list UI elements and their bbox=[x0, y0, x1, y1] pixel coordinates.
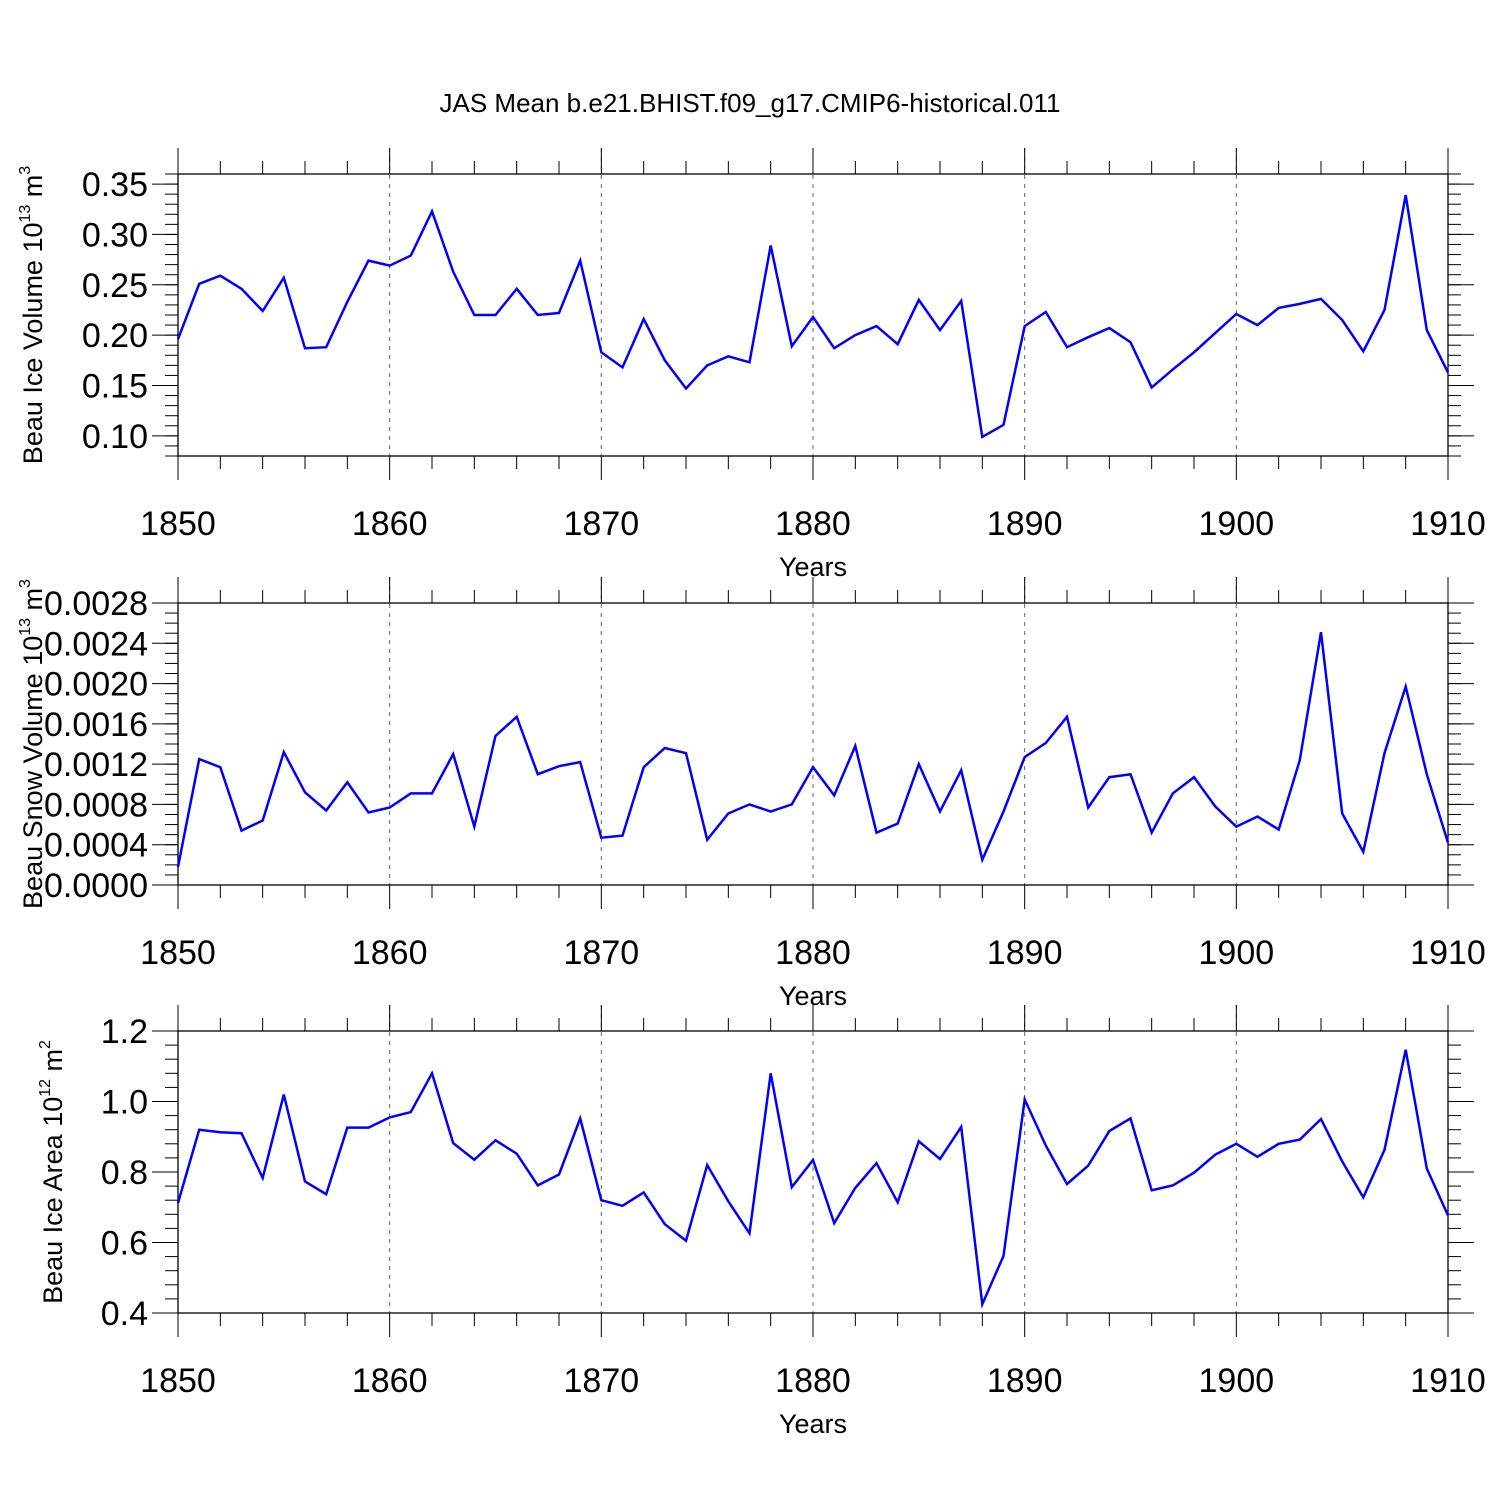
x-tick-label: 1910 bbox=[1410, 505, 1486, 543]
x-tick-label: 1870 bbox=[564, 505, 640, 543]
series-line bbox=[176, 1049, 1450, 1309]
y-tick-label: 0.4 bbox=[101, 1295, 148, 1333]
x-tick-label: 1890 bbox=[987, 1362, 1063, 1400]
y-tick-label: 0.15 bbox=[82, 368, 148, 406]
y-tick-label: 0.0016 bbox=[44, 706, 148, 744]
x-tick-label: 1860 bbox=[352, 934, 428, 972]
y-tick-label: 0.0028 bbox=[44, 585, 148, 623]
y-axis-title-exp: 12 bbox=[37, 1079, 54, 1097]
x-tick-label: 1860 bbox=[352, 1362, 428, 1400]
y-tick-label: 0.20 bbox=[82, 317, 148, 355]
y-axis-title-text: Beau Ice Volume 10 bbox=[18, 223, 48, 465]
x-tick-label: 1870 bbox=[564, 934, 640, 972]
x-tick-label: 1850 bbox=[140, 1362, 216, 1400]
plot-frame bbox=[177, 602, 1449, 886]
y-tick-label: 0.0004 bbox=[44, 827, 148, 865]
y-axis-title-unit-exp: 3 bbox=[17, 579, 34, 588]
y-axis-title-unit: m bbox=[18, 175, 48, 205]
x-tick-label: 1900 bbox=[1199, 1362, 1275, 1400]
y-axis-title-unit: m bbox=[38, 1049, 68, 1079]
y-tick-label: 0.0012 bbox=[44, 746, 148, 784]
x-tick-label: 1850 bbox=[140, 934, 216, 972]
y-tick-label: 0.30 bbox=[82, 216, 148, 254]
series-line bbox=[176, 631, 1450, 868]
y-axis-title-exp: 13 bbox=[17, 205, 34, 223]
y-axis-title-text: Beau Ice Area 10 bbox=[38, 1097, 68, 1304]
x-tick-label: 1880 bbox=[775, 1362, 851, 1400]
x-tick-label: 1890 bbox=[987, 505, 1063, 543]
panel-ice-area: 0.4 0.6 0.8 1.0 1.2 Beau Ice Area 1012 m2 18… bbox=[37, 1005, 1486, 1439]
y-tick-label: 0.10 bbox=[82, 418, 148, 456]
x-tick-label: 1880 bbox=[775, 934, 851, 972]
y-axis-title: Beau Ice Area 1012 m2 bbox=[37, 1040, 68, 1304]
x-tick-label: 1900 bbox=[1199, 505, 1275, 543]
x-tick-label: 1900 bbox=[1199, 934, 1275, 972]
y-tick-label: 0.6 bbox=[101, 1225, 148, 1263]
y-axis-title: Beau Ice Volume 1013 m3 bbox=[17, 166, 48, 464]
y-tick-label: 0.0000 bbox=[44, 867, 148, 905]
y-axis-title-unit-exp: 2 bbox=[37, 1040, 54, 1049]
y-tick-label: 0.25 bbox=[82, 267, 148, 305]
x-tick-label: 1910 bbox=[1410, 1362, 1486, 1400]
y-tick-label: 0.35 bbox=[82, 166, 148, 204]
x-axis-title: Years bbox=[779, 1409, 847, 1439]
y-tick-label: 0.0008 bbox=[44, 786, 148, 824]
chart-title: JAS Mean b.e21.BHIST.f09_g17.CMIP6-histo… bbox=[440, 88, 1061, 118]
y-axis-title-exp: 13 bbox=[17, 618, 34, 636]
y-axis-title-unit: m bbox=[18, 588, 48, 618]
x-tick-label: 1870 bbox=[564, 1362, 640, 1400]
y-axis-title: Beau Snow Volume 1013 m3 bbox=[17, 579, 48, 909]
x-tick-label: 1850 bbox=[140, 505, 216, 543]
y-tick-label: 0.8 bbox=[101, 1154, 148, 1192]
y-tick-label: 1.0 bbox=[101, 1084, 148, 1122]
y-axis-title-unit-exp: 3 bbox=[17, 166, 34, 175]
x-tick-label: 1890 bbox=[987, 934, 1063, 972]
y-axis-title-text: Beau Snow Volume 10 bbox=[18, 636, 48, 909]
y-tick-label: 1.2 bbox=[101, 1013, 148, 1051]
panel-ice-volume: 0.10 0.15 0.20 0.25 0.30 0.35 Beau Ice Volume… bbox=[17, 148, 1486, 582]
plot-frame bbox=[177, 1030, 1449, 1314]
x-tick-label: 1880 bbox=[775, 505, 851, 543]
x-tick-label: 1910 bbox=[1410, 934, 1486, 972]
series-line bbox=[176, 194, 1450, 439]
panel-snow-volume: 0.00000.00040.00080.00120.00160.00200.00… bbox=[17, 577, 1486, 1011]
plot-frame bbox=[177, 173, 1449, 457]
y-tick-label: 0.0024 bbox=[44, 625, 148, 663]
y-tick-label: 0.0020 bbox=[44, 666, 148, 704]
x-tick-label: 1860 bbox=[352, 505, 428, 543]
